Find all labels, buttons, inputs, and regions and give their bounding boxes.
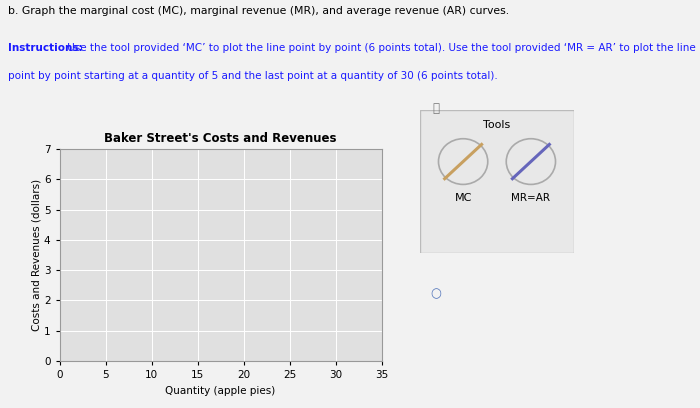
Text: MR=AR: MR=AR [512,193,550,203]
FancyBboxPatch shape [420,110,574,253]
X-axis label: Quantity (apple pies): Quantity (apple pies) [165,386,276,396]
Text: b. Graph the marginal cost (MC), marginal revenue (MR), and average revenue (AR): b. Graph the marginal cost (MC), margina… [8,6,510,16]
Text: ○: ○ [430,288,442,301]
Text: Tools: Tools [484,120,510,130]
Y-axis label: Costs and Revenues (dollars): Costs and Revenues (dollars) [31,179,41,331]
Text: Use the tool provided ‘MC’ to plot the line point by point (6 points total). Use: Use the tool provided ‘MC’ to plot the l… [64,43,696,53]
Text: point by point starting at a quantity of 5 and the last point at a quantity of 3: point by point starting at a quantity of… [8,71,498,82]
Text: MC: MC [454,193,472,203]
Text: Instructions:: Instructions: [8,43,83,53]
Text: ⓘ: ⓘ [433,102,440,115]
Title: Baker Street's Costs and Revenues: Baker Street's Costs and Revenues [104,132,337,145]
